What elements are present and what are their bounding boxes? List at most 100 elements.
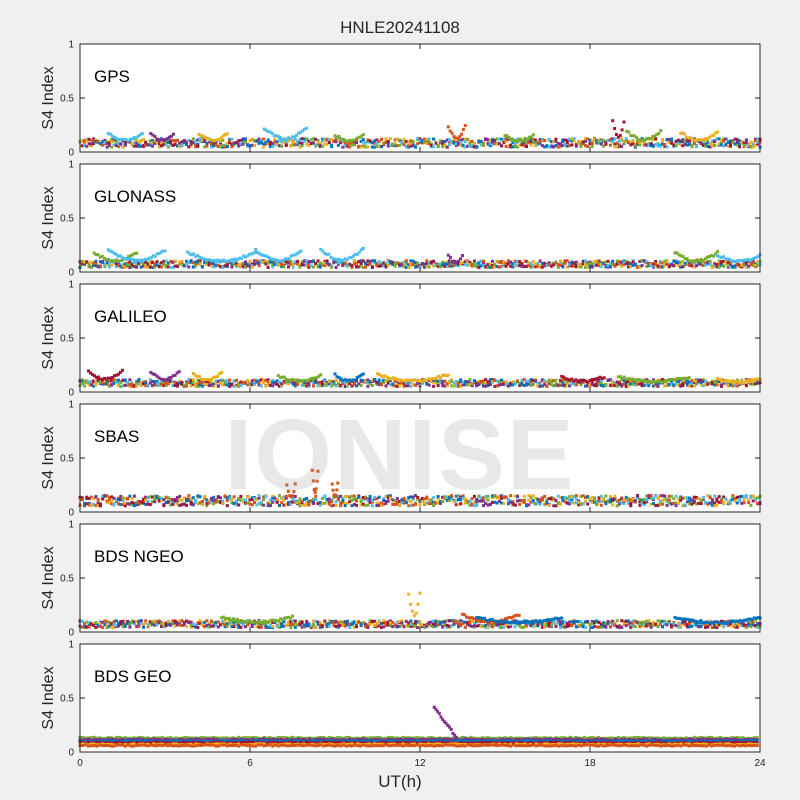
s4-point: [754, 377, 758, 381]
s4-point: [164, 622, 168, 626]
s4-point: [398, 499, 402, 503]
s4-point: [89, 266, 93, 269]
s4-point: [402, 143, 406, 147]
s4-point: [416, 263, 420, 267]
s4-point: [375, 264, 379, 268]
s4-point: [513, 259, 517, 263]
s4-point: [482, 142, 485, 146]
s4-point: [225, 383, 229, 387]
s4-point: [157, 265, 161, 269]
s4-point: [121, 621, 125, 625]
s4-point: [436, 497, 440, 500]
s4-point: [629, 504, 633, 508]
s4-point: [733, 384, 737, 387]
s4-point: [280, 496, 284, 500]
s4-point: [454, 140, 458, 144]
s4-point: [495, 264, 499, 268]
s4-point: [246, 143, 250, 147]
s4-point: [98, 260, 102, 264]
s4-point: [441, 379, 445, 383]
s4-point: [445, 145, 449, 149]
s4-point: [536, 141, 540, 145]
s4-point: [538, 381, 542, 385]
s4-point: [112, 622, 116, 626]
s4-point: [162, 625, 166, 629]
s4-point: [305, 142, 309, 146]
s4-point: [80, 144, 84, 148]
s4-point: [266, 501, 270, 505]
s4-point: [108, 384, 111, 388]
s4-point: [325, 261, 329, 265]
s4-point: [167, 135, 171, 139]
s4-point: [234, 257, 238, 261]
s4-point: [389, 619, 392, 623]
s4-point: [577, 139, 581, 143]
s4-point: [427, 502, 431, 506]
s4-point: [346, 382, 349, 386]
s4-point: [545, 263, 549, 267]
s4-point: [119, 381, 123, 385]
s4-point: [341, 500, 345, 504]
s4-point: [194, 145, 198, 149]
s4-point: [359, 500, 363, 503]
s4-point: [629, 265, 633, 268]
s4-point: [615, 384, 619, 388]
s4-point: [720, 141, 723, 145]
s4-point: [586, 137, 590, 141]
s4-point: [461, 494, 465, 498]
s4-point: [398, 384, 402, 388]
s4-point: [440, 374, 444, 377]
s4-point: [754, 139, 757, 143]
s4-point: [268, 260, 272, 264]
s4-point: [262, 498, 266, 502]
s4-point: [418, 503, 422, 507]
s4-point: [434, 264, 438, 267]
s4-point: [210, 259, 214, 263]
s4-point: [146, 143, 150, 147]
s4-point: [278, 380, 281, 384]
s4-point: [654, 143, 658, 146]
s4-point: [547, 138, 551, 141]
s4-point: [357, 265, 361, 269]
s4-point: [631, 260, 635, 264]
s4-point: [391, 376, 395, 380]
s4-point: [224, 260, 228, 264]
s4-point: [627, 265, 630, 269]
s4-point: [212, 624, 216, 628]
s4-point: [584, 495, 587, 499]
s4-point: [232, 261, 236, 265]
s4-point: [364, 261, 368, 265]
s4-point: [282, 624, 286, 628]
s4-point: [241, 142, 245, 146]
s4-point: [434, 622, 438, 626]
s4-point: [366, 623, 370, 627]
s4-point: [312, 501, 315, 505]
s4-point: [348, 625, 352, 629]
s4-point: [427, 261, 431, 265]
s4-point: [205, 380, 209, 384]
s4-point: [200, 381, 204, 385]
s4-point: [296, 623, 300, 627]
s4-point: [704, 383, 708, 387]
s4-point: [656, 496, 660, 500]
s4-point: [296, 141, 300, 145]
s4-point: [588, 499, 592, 503]
s4-point: [565, 139, 569, 143]
s4-point: [92, 142, 96, 145]
s4-point: [350, 504, 354, 508]
s4-point: [169, 499, 173, 503]
s4-point: [101, 380, 105, 384]
s4-point: [484, 495, 488, 499]
s4-point: [735, 495, 739, 499]
s4-point: [291, 382, 295, 386]
data-points: [78, 591, 762, 629]
s4-point: [180, 140, 184, 144]
s4-point: [316, 140, 320, 144]
s4-point: [425, 495, 429, 499]
s4-point: [301, 379, 305, 383]
s4-point: [375, 622, 379, 626]
s4-point: [597, 379, 601, 383]
s4-point: [291, 253, 295, 257]
s4-point: [477, 261, 481, 265]
s4-point: [729, 144, 732, 148]
